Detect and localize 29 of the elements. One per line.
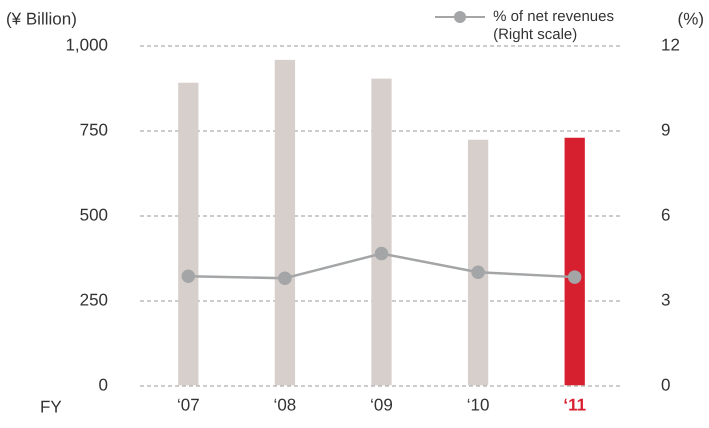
y2-tick-label: 6 bbox=[661, 206, 670, 225]
x-tick-label: ‘07 bbox=[176, 396, 200, 415]
x-tick-label: ‘10 bbox=[466, 396, 490, 415]
y2-tick-label: 9 bbox=[661, 120, 670, 140]
x-tick-label: ‘08 bbox=[274, 396, 296, 415]
point bbox=[278, 271, 292, 285]
point bbox=[374, 246, 388, 260]
y2-tick-label: 0 bbox=[661, 375, 670, 394]
y-tick-label: 250 bbox=[80, 290, 108, 310]
x-axis-title: FY bbox=[40, 398, 62, 417]
y-tick-label: 750 bbox=[80, 120, 108, 140]
y2-tick-label: 12 bbox=[661, 36, 680, 55]
bar bbox=[178, 82, 198, 386]
point bbox=[568, 270, 582, 284]
point bbox=[182, 269, 196, 283]
bar bbox=[274, 60, 296, 386]
y-tick-label: 500 bbox=[80, 206, 108, 225]
y-tick-label: 1,000 bbox=[65, 36, 108, 55]
bar bbox=[564, 138, 585, 386]
bar bbox=[468, 140, 488, 386]
point bbox=[471, 266, 485, 279]
x-tick-label: ‘11 bbox=[563, 396, 586, 415]
y2-axis-title: (%) bbox=[678, 10, 704, 29]
y2-tick-label: 3 bbox=[661, 290, 670, 310]
legend-label: % of net revenues (Right scale) bbox=[493, 8, 614, 44]
bar bbox=[371, 78, 392, 386]
x-tick-label: ‘09 bbox=[370, 396, 393, 415]
y-tick-label: 0 bbox=[98, 375, 108, 394]
y-axis-title: (¥ Billion) bbox=[6, 10, 77, 29]
